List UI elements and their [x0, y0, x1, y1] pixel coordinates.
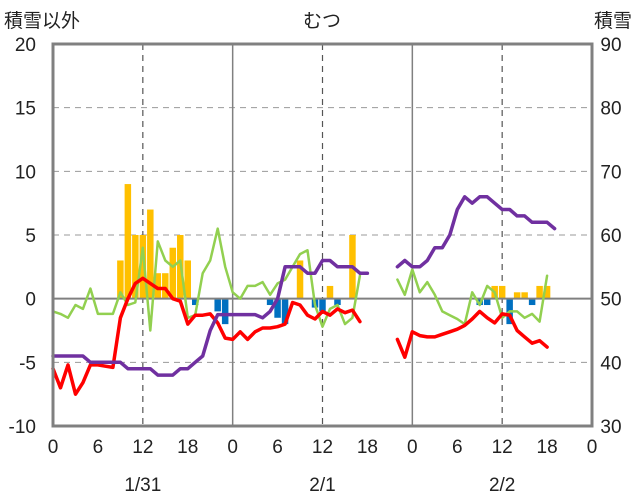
x-tick: 6 [272, 437, 283, 458]
series-lines [51, 195, 557, 396]
left-axis-title: 積雪以外 [4, 10, 80, 32]
snowfall-bar [513, 292, 521, 299]
right-axis-title: 積雪 [594, 10, 632, 32]
y-tick-left: -5 [19, 353, 36, 374]
snowfall-bar [296, 260, 304, 299]
snowfall-bar [326, 285, 334, 299]
snowfall-bar [132, 235, 139, 299]
y-tick-right: 80 [600, 99, 621, 120]
x-tick: 18 [177, 437, 198, 458]
y-tick-right: 60 [600, 226, 621, 247]
plot-frame [51, 42, 594, 428]
green-series-line [396, 268, 549, 326]
day-label: 2/1 [309, 475, 335, 496]
snowfall-bar [334, 298, 341, 306]
x-tick: 0 [587, 437, 598, 458]
x-tick: 6 [93, 437, 104, 458]
y-tick-right: 90 [600, 35, 621, 56]
x-tick: 0 [227, 437, 238, 458]
snowfall-bar [139, 235, 147, 299]
snowfall-bar [266, 298, 274, 306]
axes [51, 42, 594, 428]
x-tick: 18 [357, 437, 378, 458]
x-ticks: 0 6 12 18 0 6 12 18 0 6 12 18 0 [48, 437, 598, 458]
snowfall-bar [536, 285, 543, 299]
purple-series-line [51, 258, 370, 377]
purple-series-line [395, 195, 557, 269]
day-labels: 1/31 2/1 2/2 [124, 475, 515, 496]
snowfall-bar [191, 298, 199, 306]
y-tick-left: 0 [25, 290, 36, 311]
x-tick: 6 [452, 437, 463, 458]
snowfall-bar [184, 260, 191, 299]
y-tick-right: 30 [600, 417, 621, 438]
left-y-ticks: -10 -5 0 5 10 15 20 [9, 35, 36, 438]
y-tick-left: 20 [15, 35, 36, 56]
snowfall-bar [124, 184, 132, 299]
x-tick: 0 [48, 437, 59, 458]
snowfall-bar [274, 298, 281, 318]
y-tick-left: 5 [25, 226, 36, 247]
snowfall-bar [483, 298, 491, 306]
y-tick-left: 15 [15, 99, 36, 120]
x-tick: 12 [492, 437, 513, 458]
x-tick: 18 [537, 437, 558, 458]
snowfall-bar [169, 247, 177, 299]
snowfall-bar [498, 285, 506, 299]
y-tick-right: 50 [600, 290, 621, 311]
snowfall-bar [147, 209, 154, 299]
snowfall-bar [543, 285, 551, 299]
chart-title: むつ [303, 10, 341, 32]
snowfall-bar [162, 273, 169, 299]
snowfall-bar [319, 298, 326, 312]
red-series-line [51, 276, 362, 396]
x-tick: 12 [132, 437, 153, 458]
snowfall-bar [154, 273, 162, 299]
green-series-line [51, 227, 362, 332]
snowfall-bar [528, 298, 536, 306]
y-tick-left: -10 [9, 417, 36, 438]
snowfall-bar [221, 298, 229, 325]
y-tick-right: 40 [600, 353, 621, 374]
snowfall-bar [214, 298, 221, 312]
day-label: 1/31 [124, 475, 161, 496]
snowfall-bar [281, 298, 289, 325]
red-series-line [395, 309, 549, 359]
x-tick: 0 [407, 437, 418, 458]
x-tick: 12 [312, 437, 333, 458]
day-label: 2/2 [489, 475, 515, 496]
y-tick-right: 70 [600, 162, 621, 183]
y-tick-left: 10 [15, 162, 36, 183]
snowfall-bar [521, 292, 528, 299]
snowfall-bar [117, 260, 124, 299]
right-y-ticks: 30 40 50 60 70 80 90 [600, 35, 621, 438]
